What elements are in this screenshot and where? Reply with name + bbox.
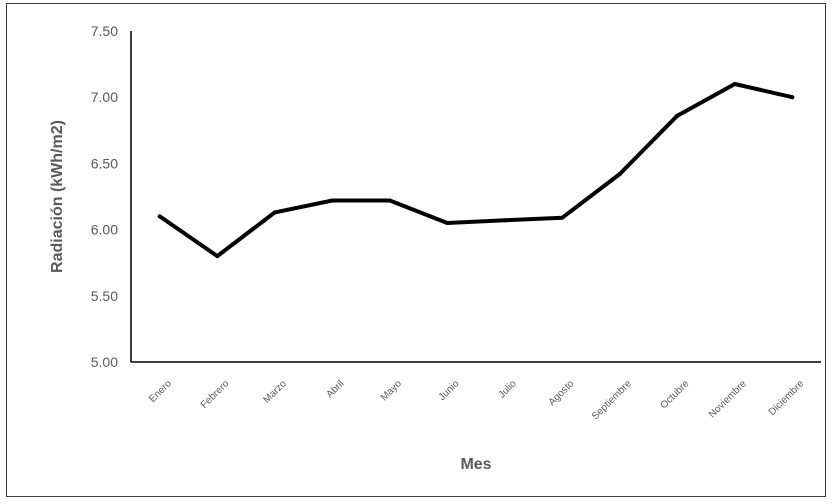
y-tick-label: 6.00 [91,222,118,238]
data-point [502,218,507,223]
x-tick-label: Junio [437,378,462,403]
chart-frame [6,3,826,497]
data-point [445,220,450,225]
x-tick-label: Julio [497,378,520,401]
data-point [157,214,162,219]
y-tick-label: 6.50 [91,155,118,171]
x-tick-label: Abril [324,378,346,400]
y-tick-label: 7.50 [91,23,118,39]
x-axis-title: Mes [460,456,491,473]
data-point [732,81,737,86]
data-point [330,198,335,203]
data-point [215,254,220,259]
series-group [157,81,795,259]
data-point [387,198,392,203]
x-axis-ticks: Enero Febrero Marzo Abril Mayo Junio Julio Agos… [147,378,806,422]
data-point [272,210,277,215]
data-point [675,113,680,118]
x-tick-label: Marzo [261,378,289,406]
x-tick-label: Enero [147,378,174,405]
data-point [790,95,795,100]
y-tick-label: 5.50 [91,288,118,304]
data-point [560,215,565,220]
y-tick-label: 5.00 [91,354,118,370]
x-tick-label: Septiembre [590,378,634,422]
series-line [157,82,795,259]
x-tick-label: Febrero [199,378,232,411]
x-tick-label: Noviembre [707,378,749,420]
x-tick-label: Diciembre [767,378,807,418]
x-tick-label: Octubre [658,378,691,411]
data-point [617,171,622,176]
y-tick-label: 7.00 [91,89,118,105]
y-axis-ticks: 5.00 5.50 6.00 6.50 7.00 7.50 [91,23,118,370]
x-tick-label: Mayo [379,378,404,403]
x-tick-label: Agosto [547,378,577,408]
y-axis-title: Radiación (kWh/m2) [49,120,66,273]
